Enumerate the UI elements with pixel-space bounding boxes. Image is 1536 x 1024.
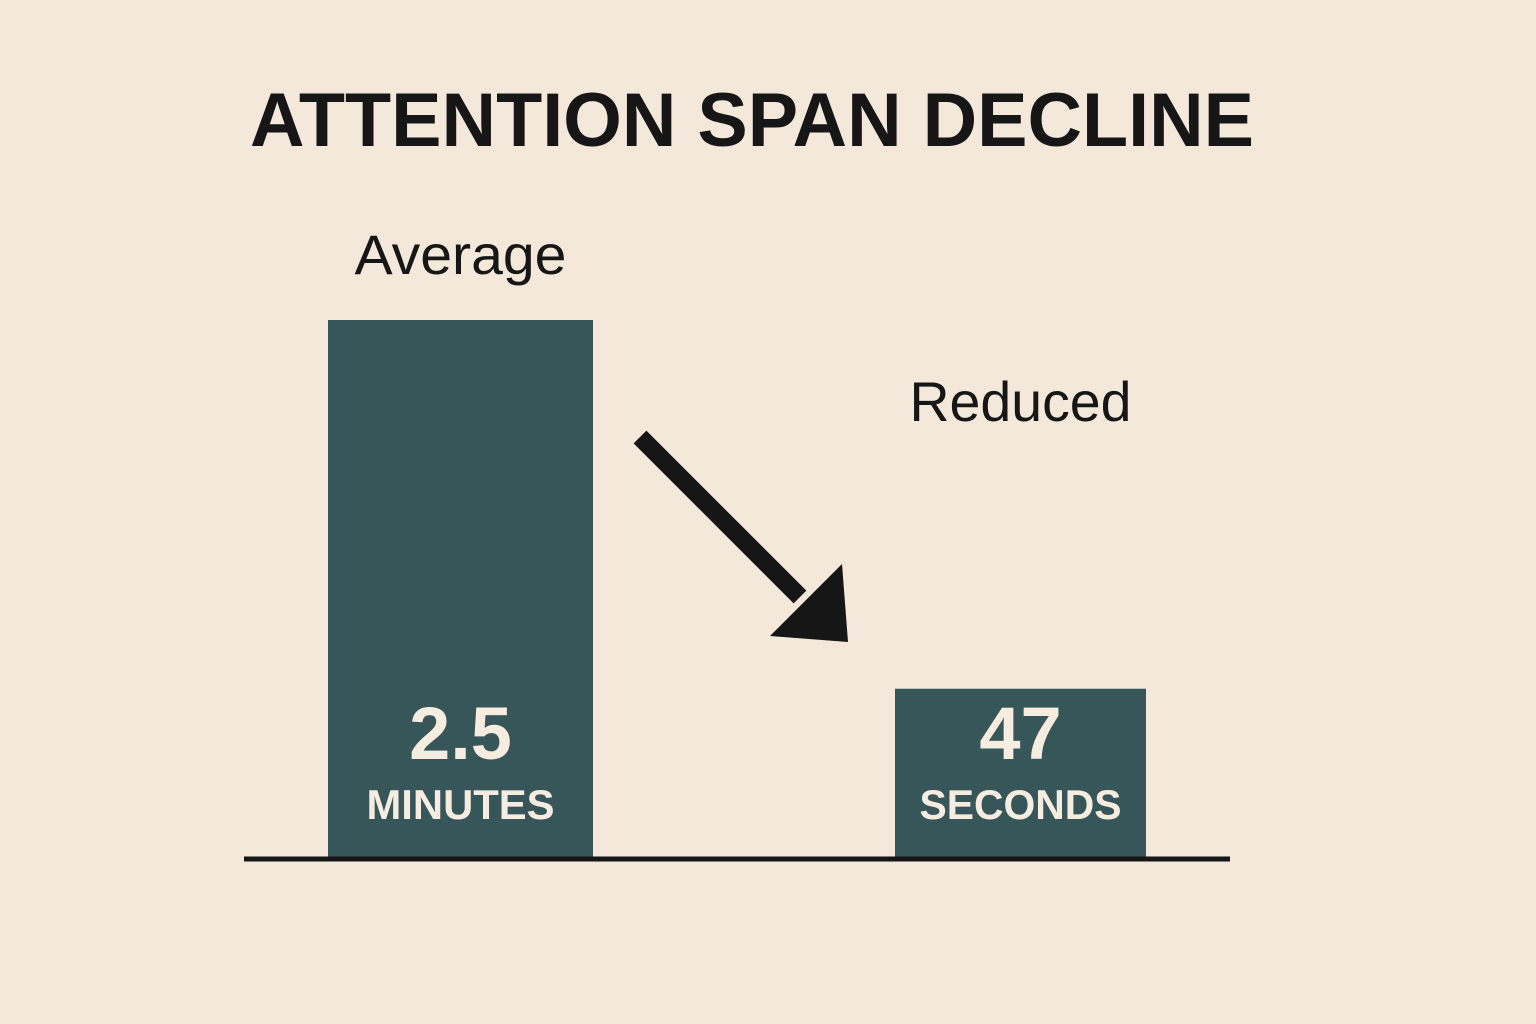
- bar-unit-label: SECONDS: [920, 781, 1122, 828]
- bars-layer: Average 2.5 MINUTES Reduced 47 SECONDS: [328, 223, 1146, 857]
- bar-unit-label: MINUTES: [367, 781, 555, 828]
- decline-arrow-icon: [633, 430, 848, 642]
- bar-value-label: 2.5: [409, 692, 512, 775]
- chart-title: ATTENTION SPAN DECLINE: [250, 78, 1254, 163]
- category-label-average: Average: [355, 223, 567, 286]
- bar-average: [328, 320, 593, 857]
- bar-reduced: [895, 688, 1146, 857]
- bar-value-label: 47: [979, 692, 1061, 775]
- category-label-reduced: Reduced: [910, 370, 1132, 433]
